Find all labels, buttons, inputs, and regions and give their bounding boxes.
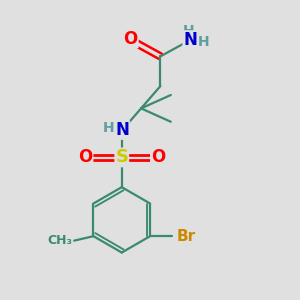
Text: H: H (103, 121, 114, 135)
Text: N: N (116, 121, 129, 139)
Text: S: S (115, 148, 128, 166)
Text: O: O (124, 29, 138, 47)
Text: CH₃: CH₃ (47, 234, 72, 247)
Text: H: H (198, 34, 209, 49)
Text: Br: Br (176, 229, 195, 244)
Text: O: O (78, 148, 93, 166)
Text: H: H (183, 23, 194, 38)
Text: O: O (151, 148, 165, 166)
Text: N: N (183, 31, 197, 49)
